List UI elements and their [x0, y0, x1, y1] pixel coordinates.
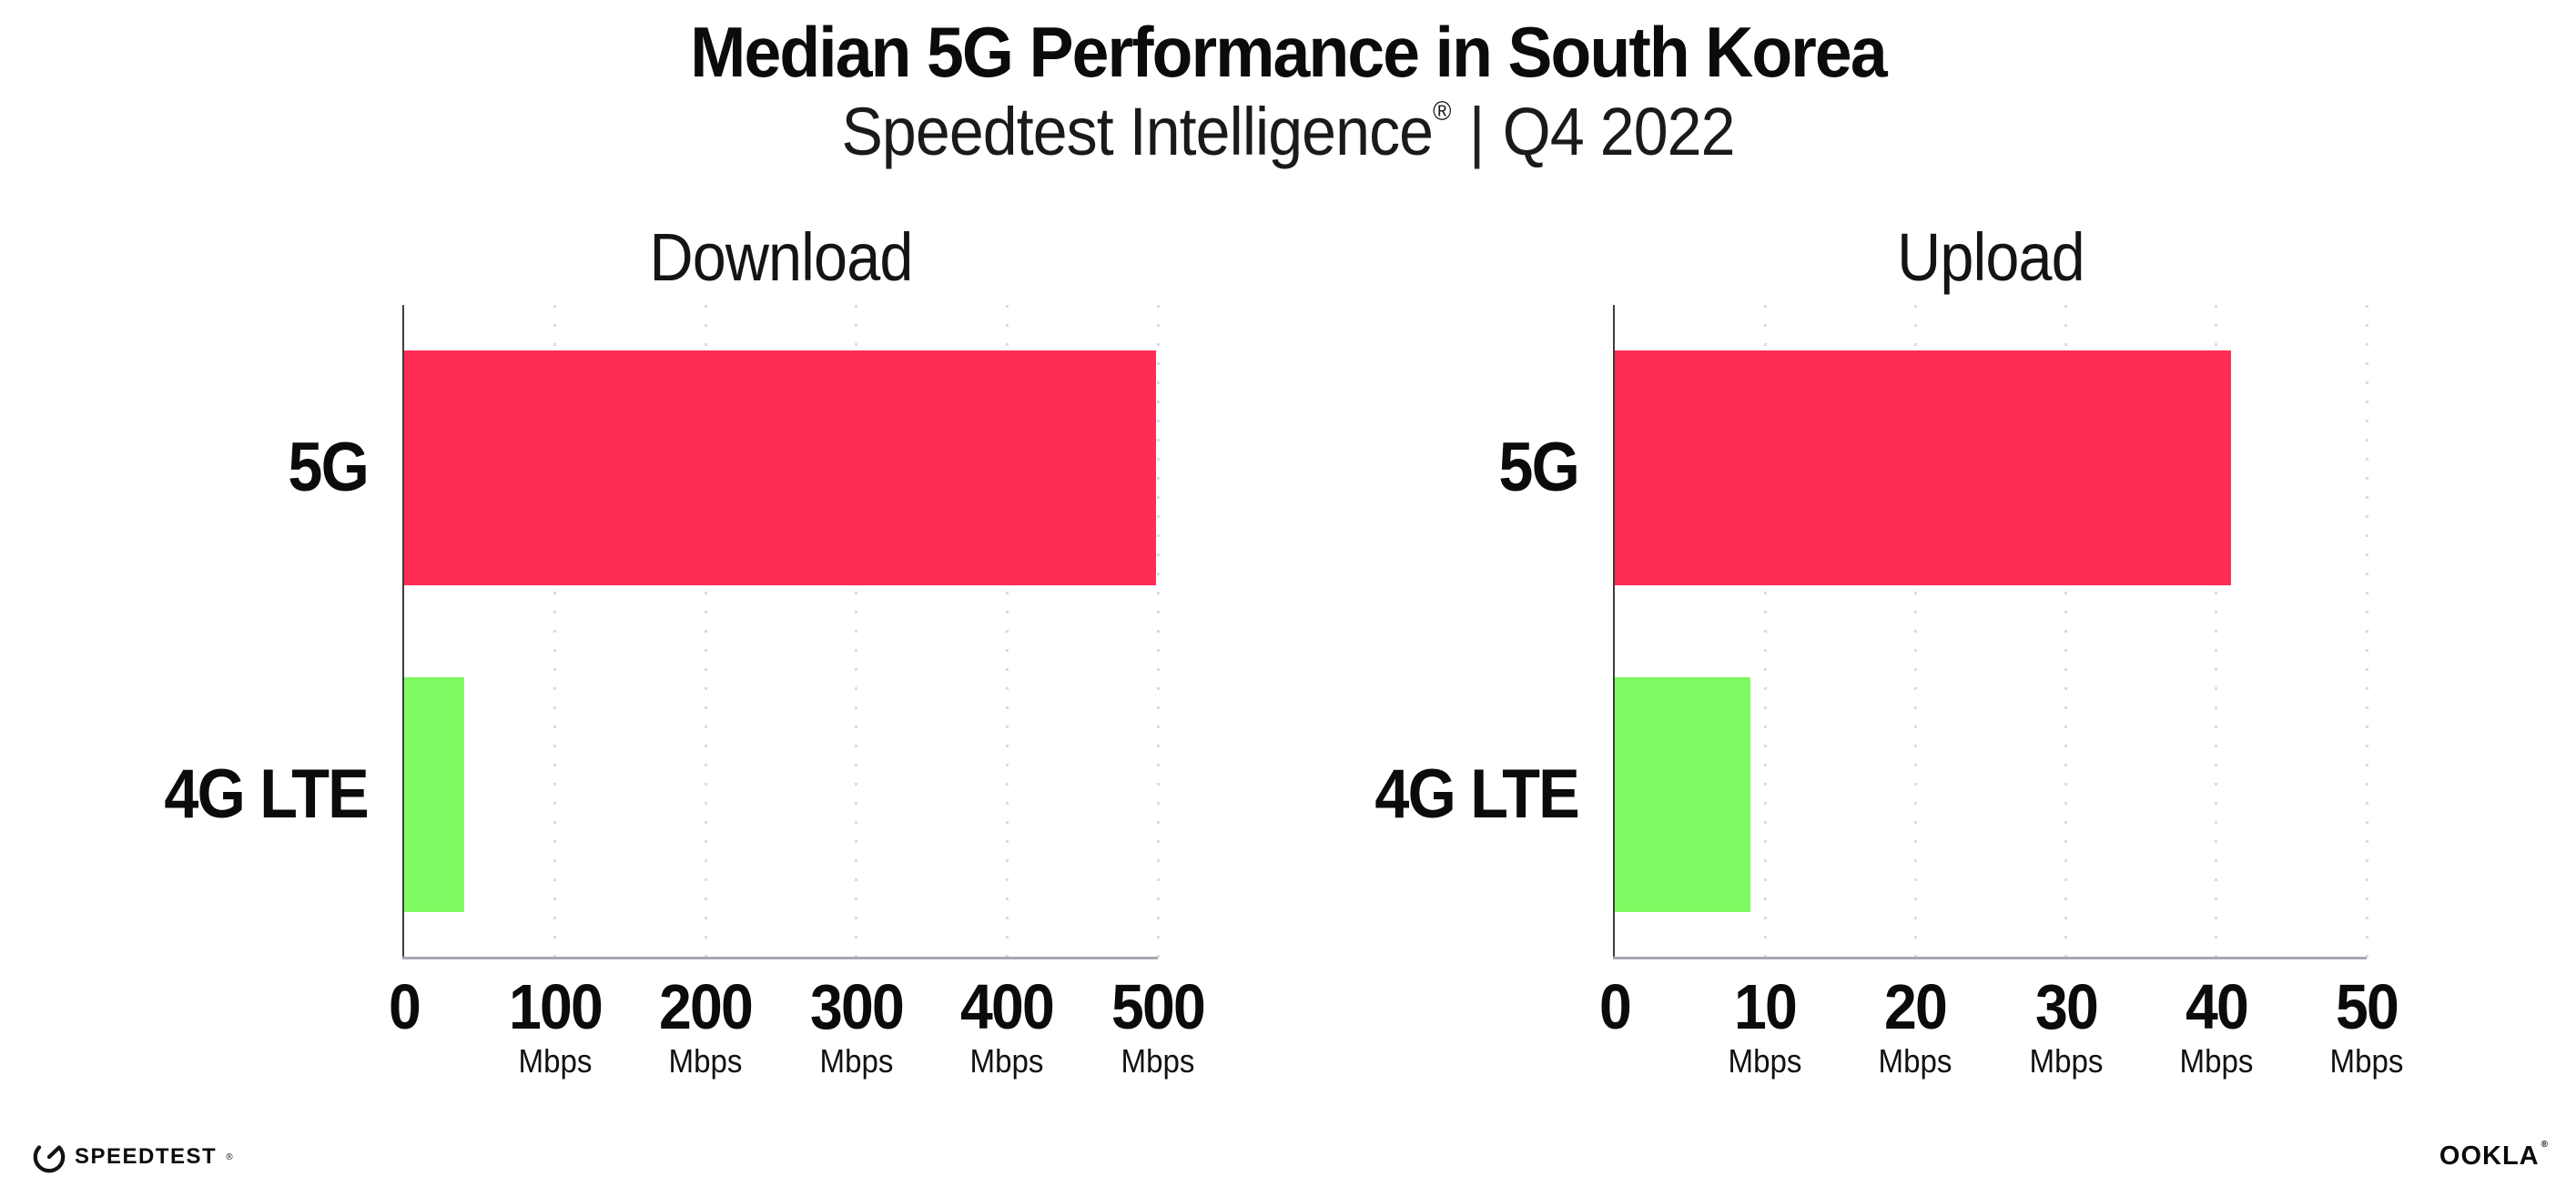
x-tick-unit: Mbps: [819, 1042, 894, 1080]
chart-title: Median 5G Performance in South Korea: [690, 12, 1887, 92]
x-tick-value: 0: [389, 971, 421, 1042]
x-tick-unit: Mbps: [2329, 1042, 2404, 1080]
x-tick-value: 0: [1599, 971, 1632, 1042]
y-axis-label-4g-lte: 4G LTE: [1374, 756, 1579, 833]
subtitle-divider: |: [1468, 94, 1486, 169]
x-tick-label-0: 0: [1544, 974, 1686, 1040]
x-tick-value: 10: [1734, 971, 1798, 1042]
x-tick-label-0: 0: [333, 974, 475, 1040]
gridline-20: [1913, 305, 1917, 958]
gridline-40: [2215, 305, 2218, 958]
x-tick-value: 300: [809, 971, 905, 1042]
ookla-logo: OOKLA ®: [2439, 1140, 2549, 1172]
x-tick-value: 40: [2185, 971, 2249, 1042]
x-tick-label-40: 40 Mbps: [2145, 974, 2287, 1080]
bar-4g-lte-download: [404, 677, 465, 912]
y-axis-label-5g: 5G: [1498, 429, 1579, 506]
x-tick-label-100: 100 Mbps: [483, 974, 625, 1080]
x-tick-label-10: 10 Mbps: [1694, 974, 1836, 1080]
subtitle-brand: Speedtest Intelligence: [841, 94, 1434, 169]
gridline-300: [855, 305, 858, 958]
x-tick-unit: Mbps: [2029, 1042, 2104, 1080]
x-tick-unit: Mbps: [1728, 1042, 1802, 1080]
plot-area-download: 0 100 Mbps 200 Mbps 300 Mbps 400 Mbps 500 Mbps 5G 4G…: [164, 305, 1206, 1080]
gridline-10: [1763, 305, 1767, 958]
x-tick-value: 20: [1884, 971, 1948, 1042]
x-tick-label-400: 400 Mbps: [936, 974, 1078, 1080]
speedtest-logo: SPEEDTEST ®: [32, 1140, 233, 1174]
gridline-100: [553, 305, 557, 958]
x-tick-value: 500: [1111, 971, 1206, 1042]
subtitle-period: Q4 2022: [1502, 94, 1736, 169]
speedtest-registered-mark: ®: [226, 1151, 233, 1162]
y-axis-label-5g: 5G: [288, 429, 369, 506]
panel-title-download: Download: [649, 219, 913, 295]
panel-title-upload: Upload: [1897, 219, 2085, 295]
x-tick-value: 50: [2336, 971, 2399, 1042]
registered-mark: ®: [1433, 96, 1451, 127]
x-tick-value: 100: [508, 971, 603, 1042]
x-tick-label-20: 20 Mbps: [1844, 974, 1986, 1080]
gridline-500: [1156, 305, 1160, 958]
bar-5g-download: [404, 350, 1157, 585]
gridline-200: [704, 305, 707, 958]
x-tick-value: 400: [960, 971, 1055, 1042]
gridline-400: [1005, 305, 1009, 958]
x-tick-label-200: 200 Mbps: [634, 974, 776, 1080]
x-tick-unit: Mbps: [518, 1042, 593, 1080]
x-axis-baseline: [1613, 957, 2367, 959]
ookla-wordmark: OOKLA: [2439, 1141, 2540, 1171]
x-tick-label-30: 30 Mbps: [1994, 974, 2136, 1080]
x-tick-value: 200: [659, 971, 754, 1042]
x-tick-label-300: 300 Mbps: [786, 974, 928, 1080]
x-tick-unit: Mbps: [969, 1042, 1044, 1080]
speedtest-gauge-icon: [32, 1140, 66, 1174]
x-tick-unit: Mbps: [1878, 1042, 1952, 1080]
x-tick-unit: Mbps: [1121, 1042, 1195, 1080]
gridline-30: [2064, 305, 2068, 958]
plot-area-upload: 0 10 Mbps 20 Mbps 30 Mbps 40 Mbps 50 Mbps 5G 4G LTE: [1374, 305, 2403, 1080]
x-tick-value: 30: [2034, 971, 2099, 1042]
y-axis-label-4g-lte: 4G LTE: [164, 756, 369, 833]
x-axis-baseline: [402, 957, 1158, 959]
bar-4g-lte-upload: [1615, 677, 1750, 912]
bar-5g-upload: [1615, 350, 2232, 585]
speedtest-wordmark: SPEEDTEST: [75, 1144, 218, 1169]
gridline-50: [2365, 305, 2368, 958]
x-tick-unit: Mbps: [2179, 1042, 2254, 1080]
x-tick-label-50: 50 Mbps: [2296, 974, 2438, 1080]
x-tick-label-500: 500 Mbps: [1087, 974, 1229, 1080]
chart-subtitle: Speedtest Intelligence® | Q4 2022: [103, 93, 2473, 170]
ookla-registered-mark: ®: [2541, 1140, 2549, 1150]
x-tick-unit: Mbps: [668, 1042, 743, 1080]
